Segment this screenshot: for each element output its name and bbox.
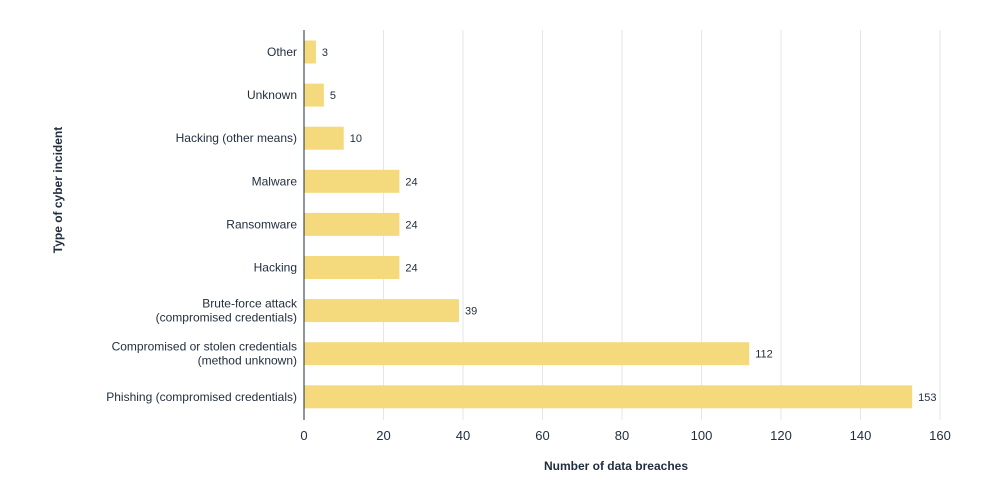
value-label: 3: [322, 47, 328, 59]
x-tick-label: 0: [300, 428, 307, 443]
category-label: Phishing (compromised credentials): [106, 390, 297, 404]
value-labels: 3 5 10 24 24 24 39 112 153: [322, 47, 937, 404]
bar: [304, 342, 750, 366]
grid-lines: [383, 30, 941, 420]
value-label: 24: [405, 219, 417, 231]
x-tick-label: 80: [615, 428, 629, 443]
value-label: 39: [465, 306, 477, 318]
category-label: Malware: [252, 174, 298, 188]
x-tick-label: 100: [691, 428, 713, 443]
bar: [304, 212, 400, 236]
bars: [304, 40, 913, 409]
value-label: 5: [330, 90, 336, 102]
category-label: Ransomware: [226, 217, 297, 231]
category-label: Compromised or stolen credentials (method…: [112, 340, 297, 368]
x-axis-title: Number of data breaches: [544, 459, 688, 473]
x-tick-label: 120: [770, 428, 792, 443]
value-label: 10: [350, 133, 362, 145]
x-tick-labels: 0 20 40 60 80 100 120 140 160: [300, 428, 950, 443]
x-tick-label: 60: [535, 428, 549, 443]
x-tick-label: 160: [929, 428, 951, 443]
category-label: Unknown: [247, 88, 297, 102]
bar: [304, 169, 400, 193]
bar: [304, 256, 400, 279]
x-tick-label: 40: [456, 428, 470, 443]
x-tick-label: 20: [376, 428, 390, 443]
value-label: 24: [405, 263, 417, 275]
bar: [304, 40, 316, 64]
value-label: 24: [405, 176, 417, 188]
category-label: Brute-force attack (compromised credentia…: [156, 297, 298, 325]
bar: [304, 385, 913, 409]
category-label: Hacking (other means): [176, 131, 297, 145]
bar: [304, 83, 324, 107]
value-label: 153: [918, 392, 936, 404]
y-axis-title: Type of cyber incident: [51, 127, 65, 253]
value-label: 112: [755, 349, 773, 361]
bar: [304, 299, 460, 323]
category-label: Hacking: [254, 261, 297, 275]
category-labels: Other Unknown Hacking (other means) Malware…: [106, 45, 298, 404]
category-label: Other: [267, 45, 297, 59]
bar: [304, 126, 344, 150]
x-tick-label: 140: [850, 428, 872, 443]
